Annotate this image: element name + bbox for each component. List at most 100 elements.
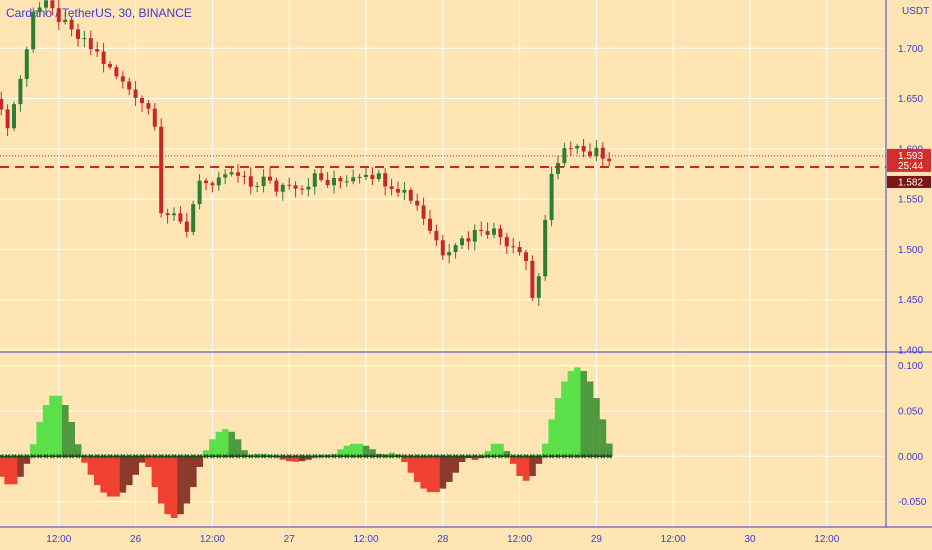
oscillator-bar [158, 456, 165, 504]
oscillator-bar [497, 443, 504, 457]
zero-cross-marker [190, 453, 196, 459]
candle-body [210, 183, 215, 186]
oscillator-bar [30, 444, 37, 457]
candle-body [0, 98, 4, 110]
candle-body [479, 229, 484, 232]
zero-cross-marker [18, 453, 23, 459]
candle-body [172, 213, 176, 216]
zero-cross-marker [517, 453, 522, 459]
candle-body [101, 51, 106, 64]
zero-cross-marker [171, 453, 177, 459]
oscillator-bar [484, 451, 491, 457]
oscillator-bar [215, 431, 223, 457]
oscillator-bar [452, 456, 459, 473]
zero-cross-marker [306, 453, 311, 459]
zero-cross-marker [485, 453, 490, 459]
zero-cross-marker [523, 453, 529, 459]
oscillator-bar [375, 453, 383, 457]
zero-cross-marker [459, 453, 465, 459]
candle-body [88, 38, 93, 50]
oscillator-bar [458, 456, 466, 462]
zero-cross-marker [555, 453, 561, 459]
zero-cross-marker [30, 453, 36, 459]
zero-cross-marker [88, 453, 94, 459]
zero-cross-marker [363, 453, 369, 459]
candle-body [389, 186, 394, 190]
oscillator-bar [228, 431, 235, 457]
candle-body [543, 219, 548, 277]
oscillator-bar [446, 456, 453, 482]
candle-body [460, 238, 464, 246]
zero-cross-marker [382, 453, 388, 459]
zero-cross-marker [408, 453, 414, 459]
zero-cross-marker [235, 453, 241, 459]
candle-body [76, 29, 80, 39]
oscillator-bar [606, 443, 613, 457]
oscillator-bar [222, 429, 229, 457]
oscillator-bar [535, 456, 543, 464]
oscillator-bar [362, 445, 370, 457]
zero-cross-marker [178, 453, 183, 459]
candle-body [351, 177, 356, 182]
x-tick-label: 26 [130, 534, 142, 545]
zero-cross-marker [350, 453, 356, 459]
oscillator-bar [36, 422, 43, 457]
zero-cross-marker [498, 453, 503, 459]
oscillator-bar [132, 456, 139, 475]
oscillator-bar [305, 456, 312, 460]
candle-body [69, 19, 74, 30]
zero-cross-marker [286, 453, 292, 459]
zero-cross-marker [562, 453, 567, 459]
zero-cross-marker [280, 453, 286, 459]
zero-cross-marker [210, 453, 215, 459]
zero-cross-marker [120, 453, 126, 459]
x-tick-label: 12:00 [353, 534, 378, 545]
oscillator-bar [394, 454, 402, 457]
candle-body [370, 174, 375, 180]
oscillator-bar [119, 456, 127, 493]
candle-body [274, 180, 279, 192]
zero-cross-marker [318, 453, 324, 459]
candle-body [511, 246, 516, 248]
zero-cross-marker [312, 453, 318, 459]
candle-body [492, 228, 496, 235]
zero-cross-marker [504, 453, 510, 459]
candle-body [63, 19, 68, 22]
zero-cross-marker [491, 453, 497, 459]
oscillator-bar [126, 456, 133, 486]
oscillator-bar [561, 381, 568, 457]
oscillator-y-tick-label: 0.050 [898, 406, 923, 417]
oscillator-bar [87, 456, 95, 475]
candle-body [82, 38, 87, 40]
oscillator-bar [586, 381, 594, 457]
candle-body [472, 229, 477, 242]
candle-body [95, 49, 100, 52]
candle-body [255, 185, 260, 187]
oscillator-bar [164, 456, 171, 515]
zero-cross-marker [24, 453, 30, 459]
candle-body [12, 104, 16, 129]
x-tick-label: 12:00 [200, 534, 225, 545]
zero-cross-marker [574, 453, 580, 459]
oscillator-bar [74, 444, 82, 457]
zero-cross-marker [536, 453, 542, 459]
zero-cross-marker [139, 453, 145, 459]
zero-cross-marker [568, 453, 574, 459]
oscillator-bar [522, 456, 530, 481]
oscillator-bar [0, 456, 5, 477]
support-price-label: 1.582 [898, 177, 923, 188]
candle-body [24, 49, 29, 79]
candle-body [466, 238, 471, 242]
oscillator-bar [202, 450, 210, 457]
candle-body [293, 185, 298, 189]
candle-body [575, 145, 580, 149]
zero-cross-marker [530, 453, 535, 459]
oscillator-bar [42, 405, 50, 457]
oscillator-bar [170, 456, 178, 518]
oscillator-bar [580, 371, 587, 457]
candle-body [568, 148, 573, 150]
last-price-badge [887, 148, 931, 172]
zero-cross-marker [101, 453, 106, 459]
zero-cross-marker [94, 453, 100, 459]
